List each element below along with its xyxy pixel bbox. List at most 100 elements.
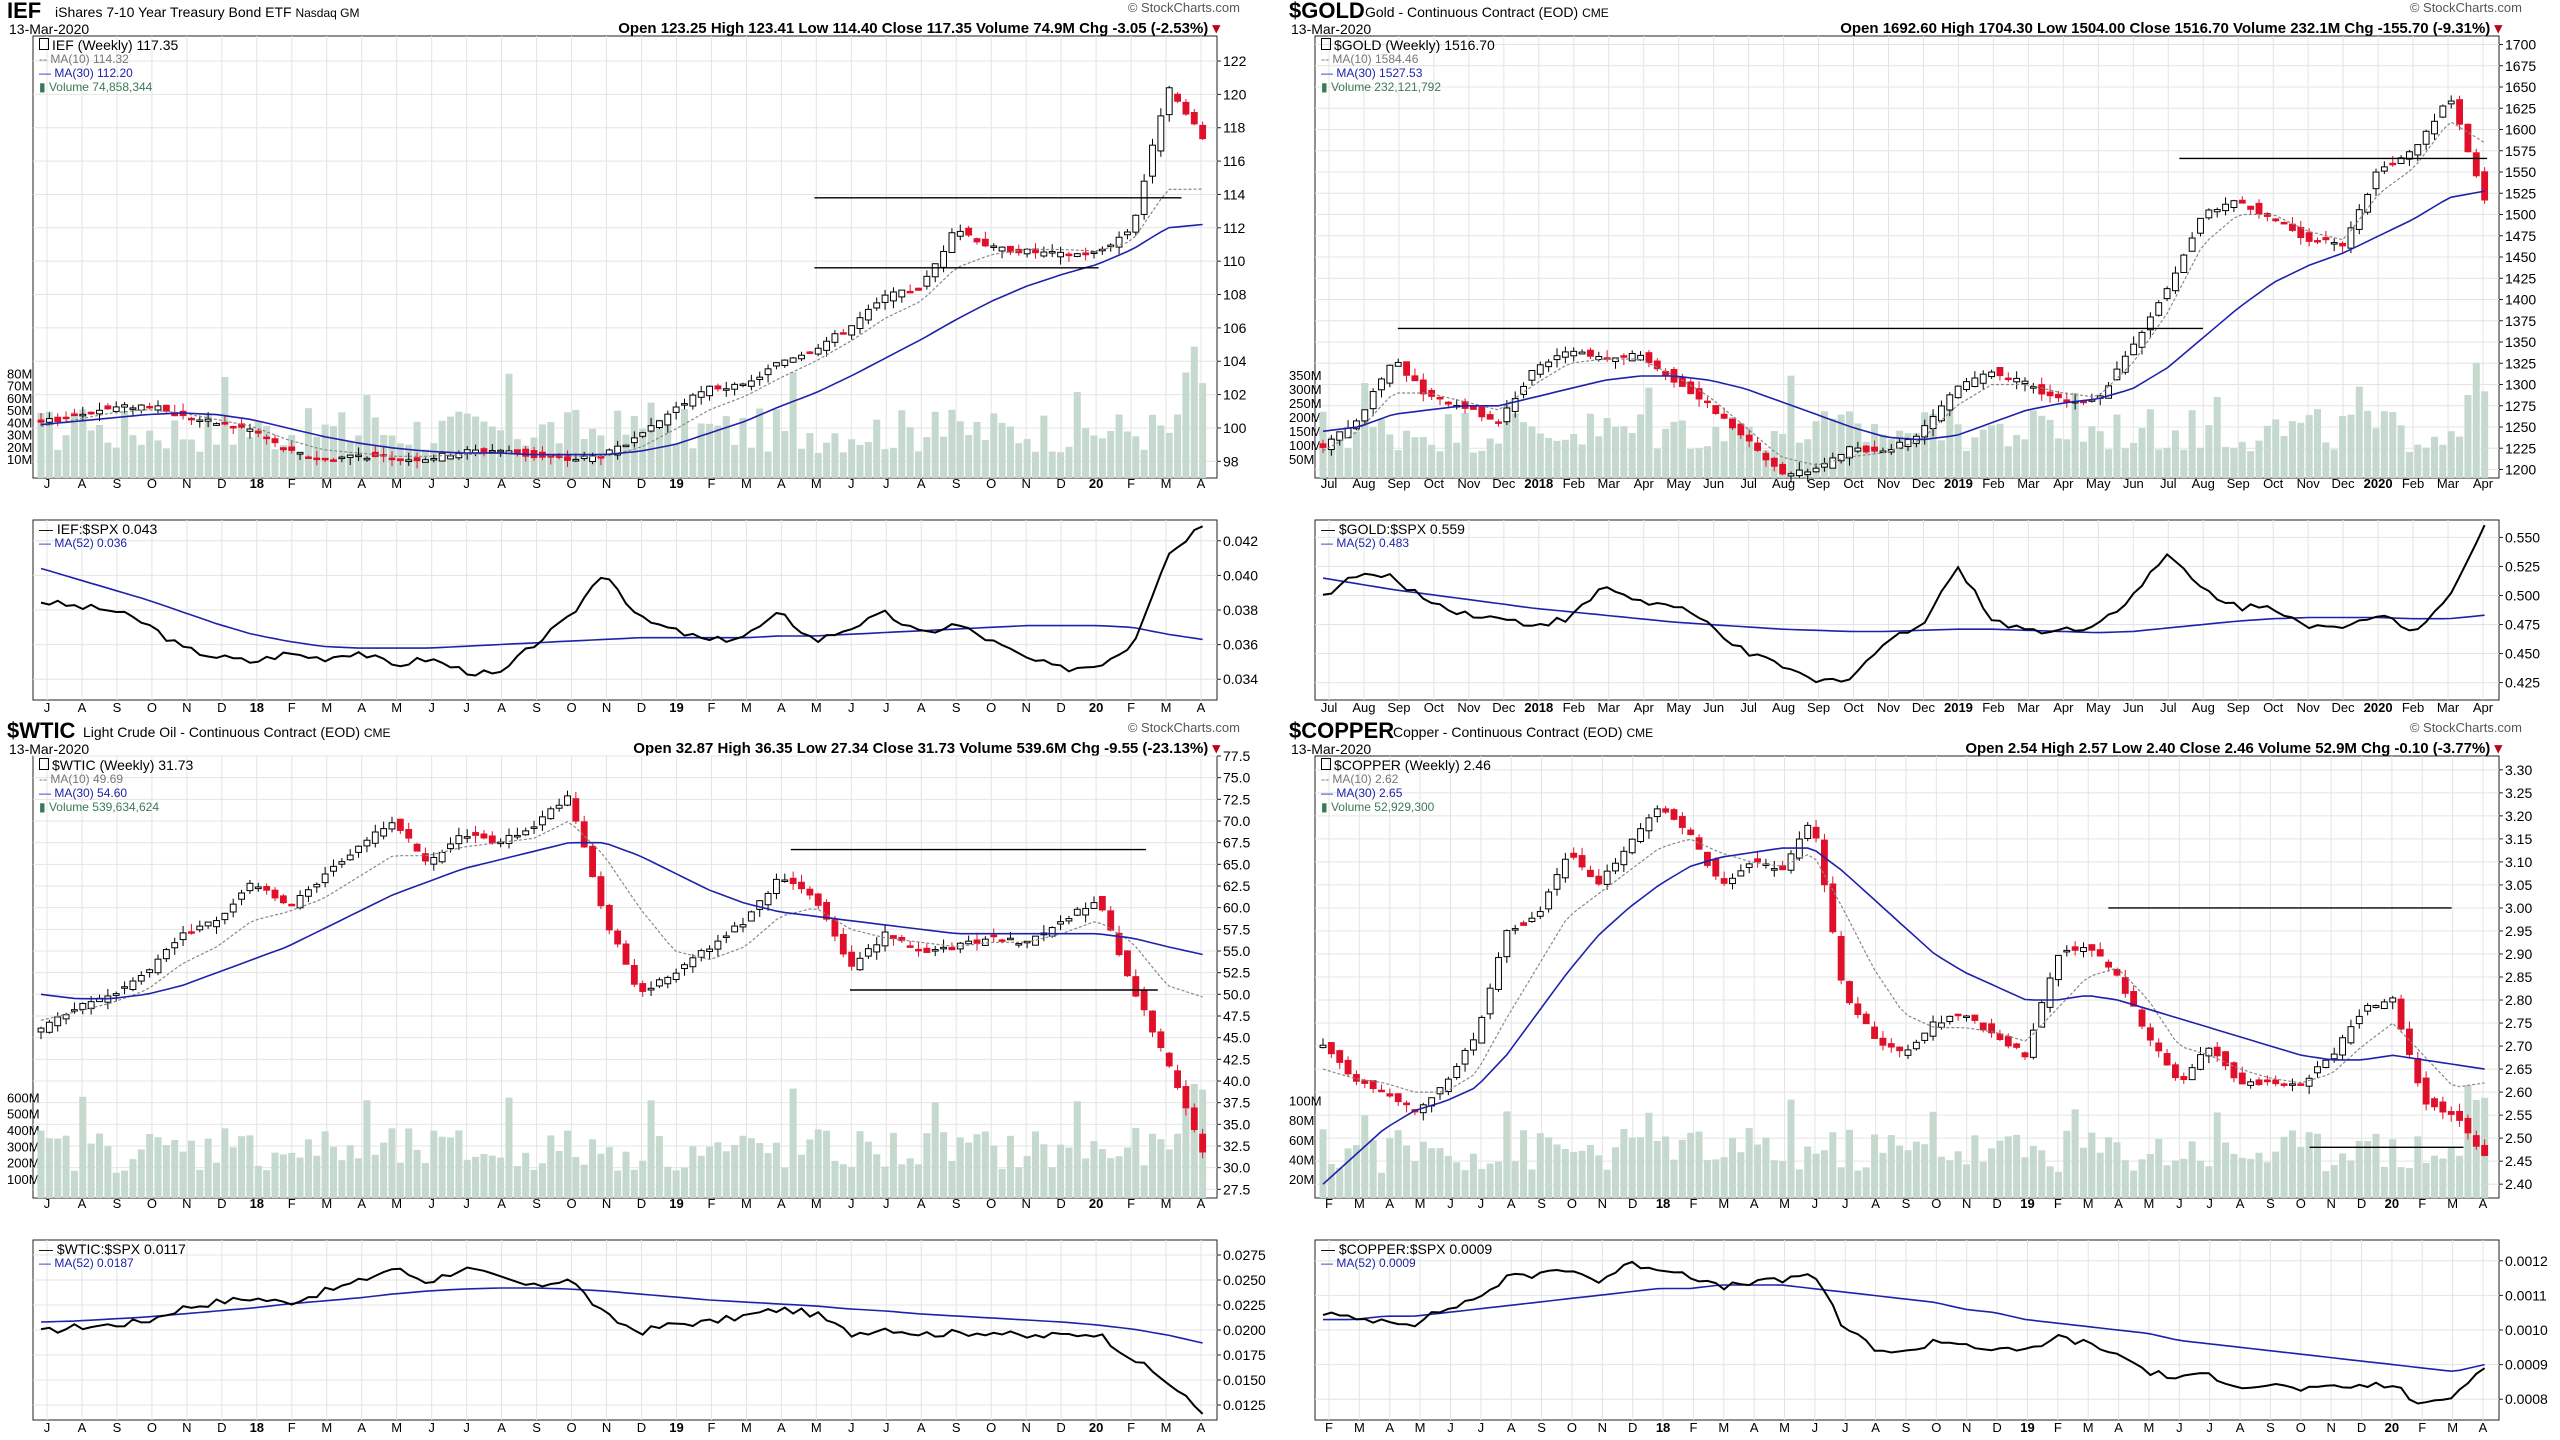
volume-bar: [1319, 1129, 1327, 1198]
volume-bar: [1132, 1128, 1140, 1198]
volume-bar: [739, 1135, 747, 1198]
chart-svg: 1200122512501275130013251350137514001425…: [1289, 35, 2540, 715]
price-tick-label: 3.20: [2505, 808, 2532, 824]
candle-body: [564, 455, 571, 461]
volume-bar: [1098, 438, 1106, 478]
volume-bar: [2046, 1166, 2054, 1198]
volume-bar: [2255, 440, 2263, 478]
volume-bar: [1561, 1149, 1569, 1198]
volume-bar: [2222, 446, 2230, 478]
price-tick-label: 102: [1223, 387, 1247, 403]
time-tick-label: 18: [250, 1196, 264, 1211]
stat-close: Close 1516.70: [2129, 20, 2229, 37]
candle-body: [129, 407, 137, 410]
time-tick-label: J: [848, 1420, 855, 1435]
time-tick-label: M: [1161, 700, 1172, 715]
time-tick-label: J: [463, 1196, 470, 1211]
volume-bar: [1779, 433, 1787, 478]
candle-body: [572, 458, 580, 462]
volume-bar: [2330, 449, 2338, 478]
volume-bar: [1595, 1155, 1603, 1198]
time-tick-label: Dec: [1912, 700, 1936, 715]
price-tick-label: 1575: [2505, 143, 2536, 159]
ratio-ma52-line: [40, 567, 1203, 649]
volume-bar: [2205, 1166, 2213, 1198]
volume-bar: [1394, 1130, 1402, 1198]
volume-bar: [1586, 413, 1594, 478]
volume-bar: [1946, 1160, 1954, 1198]
candle-body: [1157, 1031, 1165, 1048]
legend-ratio-text: $GOLD:$SPX 0.559: [1338, 521, 1465, 537]
volume-bar: [1006, 426, 1014, 478]
volume-bar: [1570, 1151, 1578, 1198]
volume-bar: [2038, 415, 2046, 478]
price-tick-label: 52.5: [1223, 965, 1250, 981]
volume-bar: [254, 1165, 262, 1198]
volume-bar: [647, 1100, 655, 1198]
candle-body: [338, 456, 346, 460]
chart-panel-ief: IEF iShares 7-10 Year Treasury Bond ETF N…: [5, 0, 1280, 715]
volume-bar: [622, 434, 630, 478]
volume-bar: [772, 1142, 780, 1198]
candle-body: [1628, 838, 1636, 854]
chart-svg: 27.530.032.535.037.540.042.545.047.550.0…: [7, 748, 1266, 1435]
time-tick-label: S: [1902, 1196, 1911, 1211]
candle-body: [998, 246, 1006, 252]
volume-bar: [363, 1100, 371, 1198]
volume-bar: [1065, 446, 1073, 478]
candle-body: [1996, 1033, 2004, 1040]
time-tick-label: J: [463, 700, 470, 715]
volume-bar: [212, 1162, 221, 1198]
volume-bar: [789, 372, 797, 478]
exchange-label: CME: [1582, 6, 1609, 20]
time-tick-label: A: [357, 1196, 366, 1211]
volume-bar: [881, 1166, 889, 1198]
time-tick-label: S: [1902, 1420, 1911, 1435]
legend-volume: ▮ Volume 539,634,624: [39, 800, 160, 814]
legend-ma30-text: MA(30) 112.20: [54, 66, 133, 80]
volume-bar: [321, 1131, 329, 1198]
candle-body: [1107, 910, 1115, 931]
volume-bar: [1695, 1131, 1703, 1198]
candle-body: [1787, 853, 1795, 871]
volume-bar: [772, 409, 780, 478]
volume-bar: [1165, 432, 1173, 478]
volume-bar: [2414, 1136, 2422, 1198]
volume-bar: [1561, 439, 1569, 478]
time-tick-label: S: [113, 476, 122, 491]
volume-bar: [171, 420, 179, 478]
volume-bar: [1031, 451, 1040, 478]
candle-body: [2255, 202, 2263, 215]
legend-ma10: -- MA(10) 49.69: [39, 772, 124, 786]
candle-body: [146, 969, 154, 974]
volume-bar: [1946, 408, 1954, 478]
volume-bar: [965, 434, 973, 478]
price-tick-label: 1700: [2505, 37, 2536, 53]
time-tick-label: J: [1842, 1196, 1849, 1211]
legend-price: IEF (Weekly) 117.35: [39, 38, 178, 52]
ratio-tick-label: 0.036: [1223, 637, 1258, 653]
volume-bar: [1611, 1147, 1620, 1198]
volume-bar: [1812, 421, 1820, 478]
legend-price-text: $COPPER (Weekly) 2.46: [1334, 757, 1491, 773]
time-tick-label: 2018: [1524, 700, 1553, 715]
candle-body: [2155, 302, 2163, 316]
candle-body: [572, 798, 580, 822]
volume-bar: [446, 1137, 455, 1198]
volume-bar: [1057, 452, 1065, 478]
volume-bar: [1879, 1152, 1887, 1198]
stat-low: Low 27.34: [796, 740, 869, 757]
volume-bar: [438, 1136, 446, 1198]
volume-bar: [1048, 451, 1056, 478]
candle-body: [873, 944, 881, 953]
time-tick-label: A: [2236, 1196, 2245, 1211]
time-tick-label: M: [1415, 1420, 1426, 1435]
candle-body: [664, 976, 672, 985]
volume-bar: [831, 1160, 839, 1198]
legend-ma10-text: MA(10) 49.69: [50, 772, 124, 786]
time-tick-label: S: [952, 1420, 961, 1435]
time-tick-label: 2018: [1524, 476, 1553, 491]
ma10-line: [1322, 121, 2485, 466]
candle-body: [580, 821, 588, 848]
volume-bar: [722, 1151, 730, 1198]
